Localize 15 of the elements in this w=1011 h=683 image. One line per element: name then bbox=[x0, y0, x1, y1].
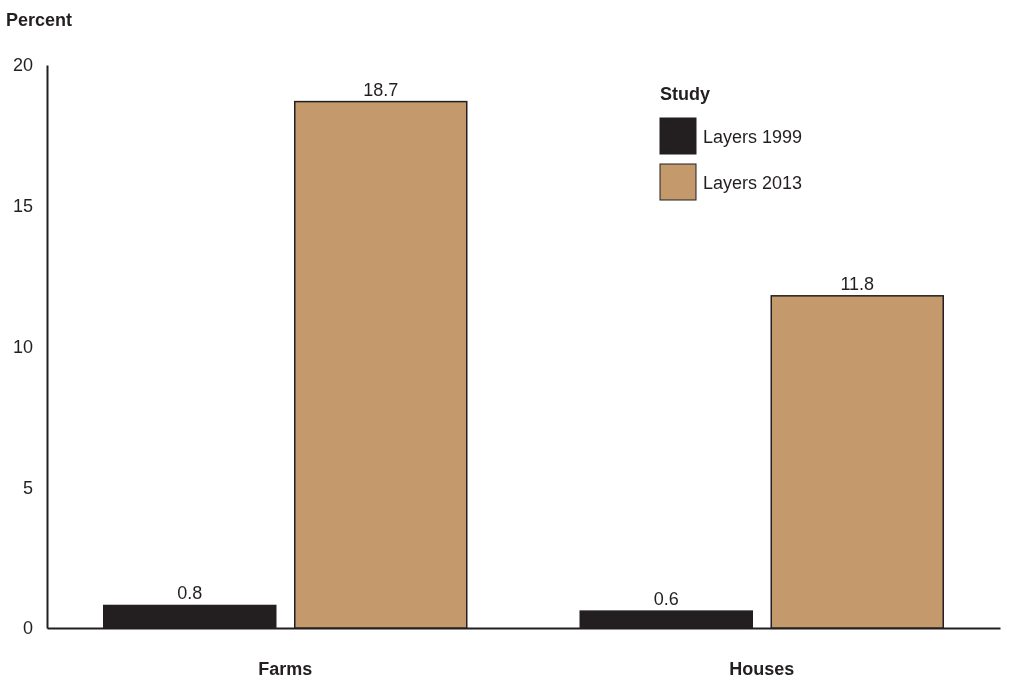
y-tick-label: 20 bbox=[12, 55, 33, 76]
legend-title: Study bbox=[660, 84, 711, 104]
data-label: 18.7 bbox=[363, 79, 399, 100]
x-tick-label: Houses bbox=[729, 658, 795, 679]
y-tick-label: 15 bbox=[12, 196, 33, 217]
y-tick-label: 0 bbox=[22, 618, 33, 639]
legend-label: Layers 1999 bbox=[703, 127, 803, 147]
legend-label: Layers 2013 bbox=[703, 173, 803, 193]
y-tick-label: 5 bbox=[22, 477, 33, 498]
data-label: 11.8 bbox=[840, 273, 875, 294]
y-axis-title: Percent bbox=[6, 10, 73, 30]
data-label: 0.8 bbox=[177, 583, 203, 604]
x-tick-label: Farms bbox=[258, 658, 313, 679]
y-tick-label: 10 bbox=[12, 336, 33, 357]
data-label: 0.6 bbox=[653, 589, 679, 610]
